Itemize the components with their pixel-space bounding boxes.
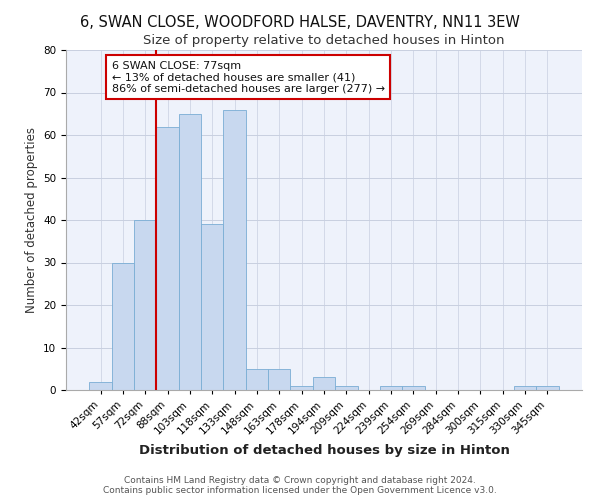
Bar (201, 224, 223, 390)
Bar (223, 110, 246, 390)
Bar (112, 262, 134, 390)
Text: 6, SWAN CLOSE, WOODFORD HALSE, DAVENTRY, NN11 3EW: 6, SWAN CLOSE, WOODFORD HALSE, DAVENTRY,… (80, 15, 520, 30)
Bar (134, 220, 157, 390)
Bar (157, 126, 179, 390)
Bar (246, 369, 268, 390)
Title: Size of property relative to detached houses in Hinton: Size of property relative to detached ho… (143, 34, 505, 48)
Bar (313, 378, 335, 390)
X-axis label: Distribution of detached houses by size in Hinton: Distribution of detached houses by size … (139, 444, 509, 457)
Bar (536, 386, 559, 390)
Text: Contains HM Land Registry data © Crown copyright and database right 2024.
Contai: Contains HM Land Registry data © Crown c… (103, 476, 497, 495)
Bar (89, 382, 112, 390)
Bar (290, 386, 313, 390)
Text: 6 SWAN CLOSE: 77sqm
← 13% of detached houses are smaller (41)
86% of semi-detach: 6 SWAN CLOSE: 77sqm ← 13% of detached ho… (112, 60, 385, 94)
Bar (514, 386, 536, 390)
Bar (268, 369, 290, 390)
Bar (179, 114, 201, 390)
Y-axis label: Number of detached properties: Number of detached properties (25, 127, 38, 313)
Bar (380, 386, 402, 390)
Bar (335, 386, 358, 390)
Bar (402, 386, 425, 390)
